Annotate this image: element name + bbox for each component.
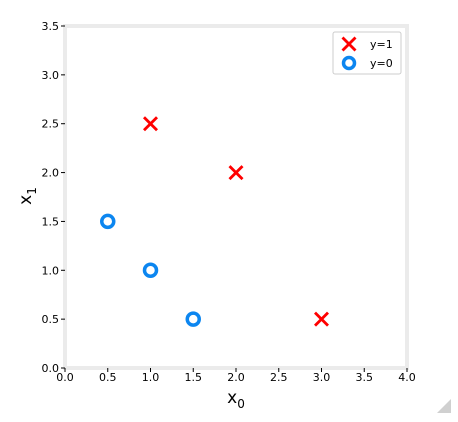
legend-label-y0: y=0 xyxy=(370,57,393,70)
data-point-y1 xyxy=(143,116,158,132)
y-tick-label: 0.5 xyxy=(42,313,60,326)
x-tick-label: 4.0 xyxy=(398,371,416,384)
x-tick-label: 2.5 xyxy=(270,371,288,384)
x-tick-label: 3.5 xyxy=(356,371,374,384)
x-tick-label: 3.0 xyxy=(313,371,331,384)
data-point-y0 xyxy=(142,262,159,279)
y-axis-title: x1 xyxy=(16,187,39,205)
y-tick-label: 1.5 xyxy=(42,215,60,228)
x-tick-label: 0.0 xyxy=(56,371,74,384)
y-tick-label: 1.0 xyxy=(42,264,60,277)
y-tick-label: 3.0 xyxy=(42,69,60,82)
legend-marker-y0-icon xyxy=(341,55,357,71)
resize-handle-icon[interactable] xyxy=(437,399,451,413)
data-point-y0 xyxy=(185,311,201,327)
x-tick-label: 1.0 xyxy=(142,371,160,384)
x-tick-label: 0.5 xyxy=(99,371,117,384)
plot-area xyxy=(63,24,409,370)
data-point-y1 xyxy=(228,165,244,181)
y-tick-label: 2.0 xyxy=(42,167,60,180)
legend-marker-y1-icon xyxy=(341,36,357,52)
y-axis-ticks: 0.0 0.5 1.0 1.5 2.0 2.5 3.0 3.5 xyxy=(42,20,65,375)
x-axis-ticks: 0.0 0.5 1.0 1.5 2.0 2.5 3.0 3.5 4.0 xyxy=(56,368,416,384)
y-tick-label: 2.5 xyxy=(42,118,60,131)
data-point-y1 xyxy=(314,311,329,327)
x-tick-label: 1.5 xyxy=(185,371,203,384)
data-point-y0 xyxy=(100,213,116,230)
legend-label-y1: y=1 xyxy=(370,38,393,51)
x-tick-label: 2.0 xyxy=(227,371,245,384)
x-axis-title: x0 xyxy=(227,388,245,411)
y-tick-label: 0.0 xyxy=(42,362,60,375)
legend: y=1 y=0 xyxy=(332,31,402,75)
data-points xyxy=(100,116,329,327)
y-tick-label: 3.5 xyxy=(42,20,60,33)
